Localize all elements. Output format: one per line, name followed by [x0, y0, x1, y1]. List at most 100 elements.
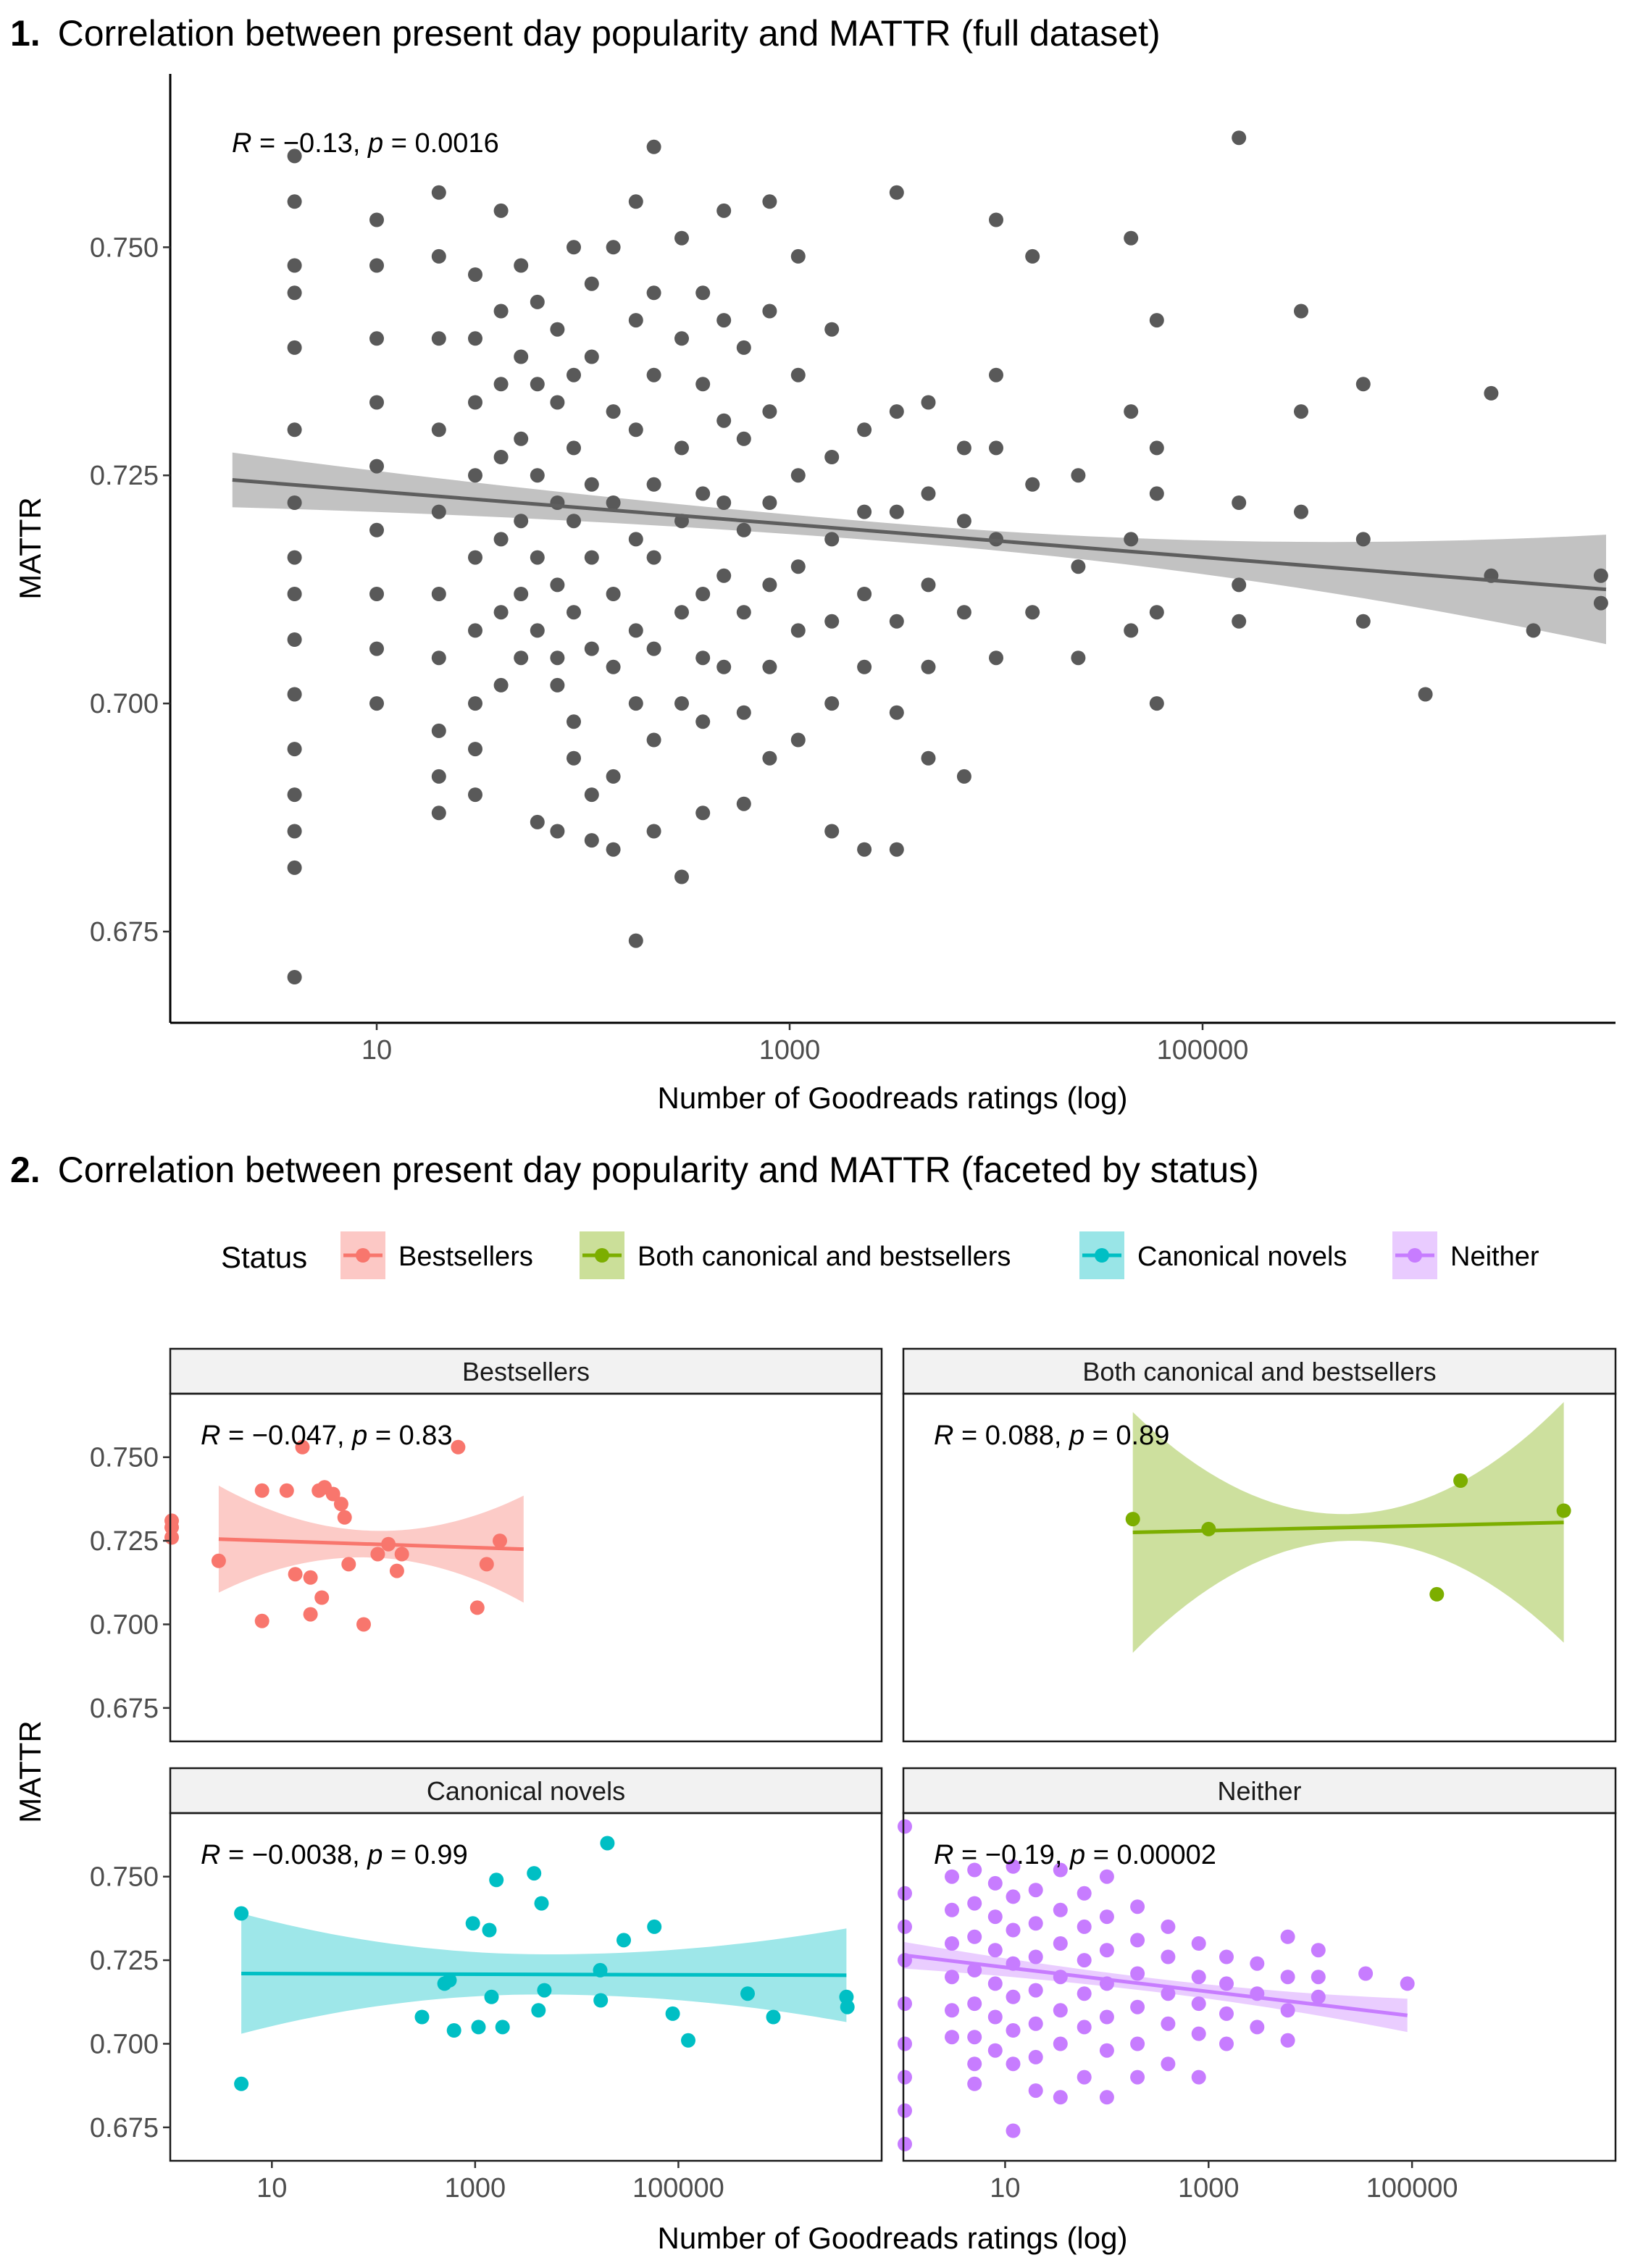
data-point [824, 322, 840, 337]
data-point [646, 824, 661, 839]
data-point [431, 185, 446, 200]
data-point [1077, 2020, 1092, 2035]
annot-r-value: = −0.13, [251, 128, 368, 159]
data-point [762, 194, 777, 209]
data-point [695, 650, 711, 666]
data-point [1006, 1922, 1021, 1938]
data-point [493, 605, 509, 620]
panel-2-x-ticks: 10 1000 100000 10 1000 100000 [256, 2161, 1458, 2204]
data-point [967, 2076, 982, 2091]
facet-canonical-novels: Canonical novels R = −0.0038, p = 0.99 0.6… [90, 1767, 883, 2162]
data-point [674, 331, 689, 346]
annot-p-value: = 0.83 [367, 1420, 452, 1451]
data-point [716, 495, 732, 510]
data-point [584, 349, 599, 364]
data-point [695, 377, 711, 392]
data-point [674, 605, 689, 620]
facet-points [164, 1439, 507, 1632]
data-point [1358, 1966, 1374, 1981]
data-point [389, 1563, 404, 1578]
data-point [600, 1836, 615, 1851]
data-point [493, 532, 509, 547]
panel-1-confidence-band-area [232, 452, 1606, 645]
data-point [1077, 1953, 1092, 1968]
data-point [1418, 687, 1433, 702]
data-point [287, 687, 302, 702]
annot-r-symbol: R [934, 1840, 953, 1870]
data-point [1053, 1902, 1068, 1917]
data-point [1124, 532, 1139, 547]
facet-strip [169, 1767, 883, 1815]
data-point [1053, 1936, 1068, 1951]
data-point [493, 304, 509, 319]
facet-regression-line [241, 1972, 847, 1978]
data-point [646, 550, 661, 565]
data-point [824, 532, 840, 547]
data-point [527, 1866, 542, 1881]
data-point [211, 1553, 226, 1568]
data-point [1526, 623, 1541, 638]
panel-1-confidence-band [232, 452, 1606, 645]
data-point [1053, 2003, 1068, 2018]
panel-1-title-number: 1. [10, 13, 41, 54]
data-point [1025, 605, 1040, 620]
data-point [857, 504, 872, 519]
data-point [1053, 2090, 1068, 2105]
data-point [1161, 2056, 1176, 2072]
data-point [716, 313, 732, 328]
data-point [889, 185, 904, 200]
data-point [493, 377, 509, 392]
data-point [857, 842, 872, 857]
data-point [628, 194, 643, 209]
data-point [234, 2076, 249, 2091]
data-point [295, 1439, 310, 1455]
data-point [369, 395, 384, 410]
data-point [514, 431, 529, 446]
data-point [1219, 2036, 1234, 2051]
facet-correlation-annotation: R = −0.047, p = 0.83 [201, 1420, 453, 1451]
data-point [1191, 2070, 1206, 2085]
annot-r-value: = 0.088, [953, 1420, 1069, 1451]
legend-key-point [1095, 1248, 1109, 1263]
data-point [989, 440, 1003, 456]
data-point [646, 139, 661, 154]
annot-p-symbol: p [1069, 1840, 1085, 1870]
data-point [1191, 1996, 1206, 2012]
data-point [1355, 377, 1371, 392]
data-point [1130, 1933, 1145, 1948]
data-point [1077, 1986, 1092, 2001]
x-tick-label: 10 [361, 1035, 392, 1066]
data-point [369, 696, 384, 711]
data-point [674, 230, 689, 246]
data-point [898, 1886, 912, 1901]
data-point [1053, 1862, 1068, 1878]
data-point [736, 796, 751, 811]
data-point [695, 285, 711, 301]
data-point [1191, 1936, 1206, 1951]
facet-strip-label: Bestsellers [462, 1357, 590, 1386]
annot-r-symbol: R [934, 1420, 953, 1451]
data-point [1294, 304, 1308, 319]
facet-panel-border [902, 1392, 1617, 1743]
data-point [287, 194, 302, 209]
data-point [451, 1439, 466, 1455]
panel-1-regression-line [232, 478, 1607, 592]
data-point [1028, 2016, 1043, 2031]
data-point [898, 1919, 912, 1934]
data-point [479, 1557, 494, 1572]
data-point [1130, 2070, 1145, 2085]
data-point [489, 1872, 504, 1888]
data-point [550, 577, 565, 593]
data-point [606, 587, 621, 601]
data-point [341, 1557, 356, 1572]
facet-strip-label: Canonical novels [427, 1776, 625, 1806]
data-point [1149, 313, 1164, 328]
data-point [468, 742, 482, 757]
annot-p-value: = 0.89 [1084, 1420, 1169, 1451]
data-point [898, 2036, 912, 2051]
data-point [1311, 1970, 1326, 1985]
data-point [857, 659, 872, 674]
facet-bestsellers: Bestsellers R = −0.047, p = 0.83 0.675 0.70… [90, 1347, 883, 1743]
data-point [987, 2009, 1003, 2025]
